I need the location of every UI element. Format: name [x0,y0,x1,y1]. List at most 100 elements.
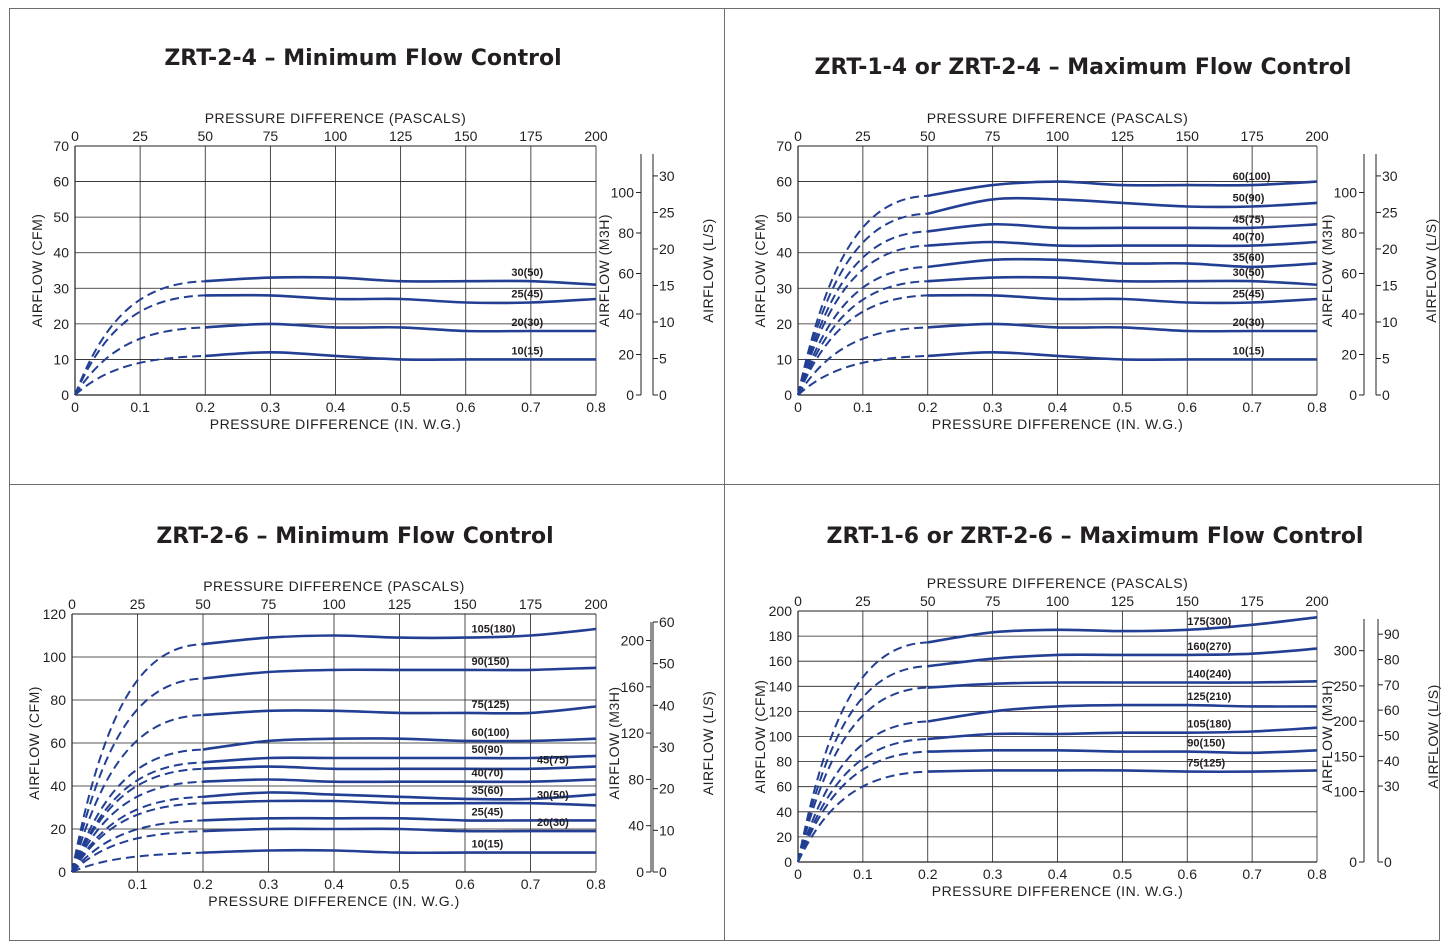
m3h-tick-label: 150 [1334,748,1358,764]
x2-tick-label: 75 [263,128,279,144]
chart-4: ZRT-1-6 or ZRT-2-6 – Maximum Flow Contro… [752,524,1441,899]
series-dashed-50(90) [797,212,928,396]
x-tick-label: 0 [71,399,79,415]
series-dashed-10(15) [71,851,204,873]
series-dashed-30(50) [71,802,204,873]
m3h-tick-label: 40 [1341,306,1357,322]
y-tick-label: 20 [53,316,69,332]
y-tick-label: 40 [776,804,792,820]
series-dashed-60(100) [71,748,204,873]
ls-tick-label: 50 [1384,727,1400,743]
x2-tick-label: 75 [985,128,1001,144]
m3h-tick-label: 0 [636,864,644,880]
m3h-axis-title: AIRFLOW (M3H) [606,686,622,799]
m3h-tick-label: 200 [1334,713,1358,729]
m3h-tick-label: 0 [1349,854,1357,870]
series-label: 10(15) [511,345,543,357]
series-dashed-10(15) [797,354,928,396]
x2-tick-label: 75 [261,596,277,612]
y-tick-label: 20 [50,821,66,837]
y-tick-label: 0 [58,864,66,880]
x-tick-label: 0.5 [391,399,411,415]
series-line-50(90) [927,196,1318,215]
x2-tick-label: 125 [388,596,412,612]
chart-title: ZRT-2-6 – Minimum Flow Control [156,524,553,549]
series-line-35(60) [202,791,597,801]
ls-tick-label: 15 [659,277,675,293]
series-label: 45(75) [1233,214,1265,226]
x2-tick-label: 100 [1046,128,1070,144]
m3h-tick-label: 0 [626,387,634,403]
ls-tick-label: 50 [659,656,675,672]
series-dashed-90(150) [797,750,928,863]
ls-axis-title: AIRFLOW (L/S) [1425,684,1441,789]
x-tick-label: 0.5 [1113,866,1133,882]
x-tick-label: 0.6 [456,399,476,415]
m3h-tick-label: 20 [618,346,634,362]
y-tick-label: 30 [53,280,69,296]
ls-tick-label: 0 [1384,854,1392,870]
x-tick-label: 0.4 [326,399,346,415]
series-dashed-30(50) [74,280,206,396]
series-line-30(50) [927,275,1318,286]
y-tick-label: 0 [784,854,792,870]
m3h-tick-label: 80 [628,771,644,787]
ls-tick-label: 25 [659,204,675,220]
x-tick-label: 0.4 [1048,866,1068,882]
ls-tick-label: 30 [659,168,675,184]
series-label: 50(90) [1233,192,1265,204]
chart-title: ZRT-2-4 – Minimum Flow Control [164,46,561,71]
series-label: 20(30) [537,817,569,829]
ls-tick-label: 40 [659,697,675,713]
m3h-axis-title: AIRFLOW (M3H) [596,214,612,327]
x2-tick-label: 150 [1176,593,1200,609]
x-tick-label: 0.7 [521,876,541,892]
x-tick-label: 0.8 [586,876,606,892]
series-dashed-20(30) [71,830,204,873]
series-line-125(210) [927,703,1318,723]
x-tick-label: 0.1 [128,876,148,892]
x2-tick-label: 175 [519,128,543,144]
x-tick-label: 0.7 [1242,399,1262,415]
series-dashed-75(125) [797,770,928,863]
y-tick-label: 60 [776,174,792,190]
ls-tick-label: 5 [659,350,667,366]
x-tick-label: 0.2 [193,876,213,892]
y-tick-label: 160 [769,653,793,669]
x-tick-label: 0.3 [261,399,281,415]
series-label: 35(60) [1233,252,1265,264]
m3h-tick-label: 40 [628,818,644,834]
m3h-tick-label: 40 [618,306,634,322]
series-label: 20(30) [511,317,543,329]
x2-axis-title: PRESSURE DIFFERENCE (PASCALS) [927,110,1189,126]
m3h-tick-label: 20 [1341,346,1357,362]
series-dashed-25(45) [797,294,928,396]
x2-tick-label: 75 [985,593,1001,609]
x2-tick-label: 25 [855,128,871,144]
x-tick-label: 0.1 [130,399,150,415]
x2-tick-label: 0 [68,596,76,612]
ls-tick-label: 20 [659,781,675,797]
series-line-90(150) [927,748,1318,755]
ls-tick-label: 10 [659,822,675,838]
series-line-75(125) [202,705,597,717]
x2-tick-label: 25 [855,593,871,609]
series-label: 25(45) [1233,289,1265,301]
x-tick-label: 0.1 [853,399,873,415]
x-tick-label: 0.4 [324,876,344,892]
y-tick-label: 0 [784,387,792,403]
x2-tick-label: 200 [1305,593,1329,609]
chart-title: ZRT-1-6 or ZRT-2-6 – Maximum Flow Contro… [827,524,1364,549]
x-tick-label: 0.5 [390,876,410,892]
series-line-30(50) [202,799,597,807]
x2-axis-title: PRESSURE DIFFERENCE (PASCALS) [205,110,467,126]
x-axis-title: PRESSURE DIFFERENCE (IN. W.G.) [208,893,459,909]
m3h-tick-label: 120 [621,725,645,741]
x-tick-label: 0 [794,399,802,415]
series-dashed-10(15) [74,354,206,396]
series-line-35(60) [927,257,1318,269]
y-tick-label: 50 [776,209,792,225]
series-label: 125(210) [1187,691,1231,703]
series-label: 160(270) [1187,641,1231,653]
